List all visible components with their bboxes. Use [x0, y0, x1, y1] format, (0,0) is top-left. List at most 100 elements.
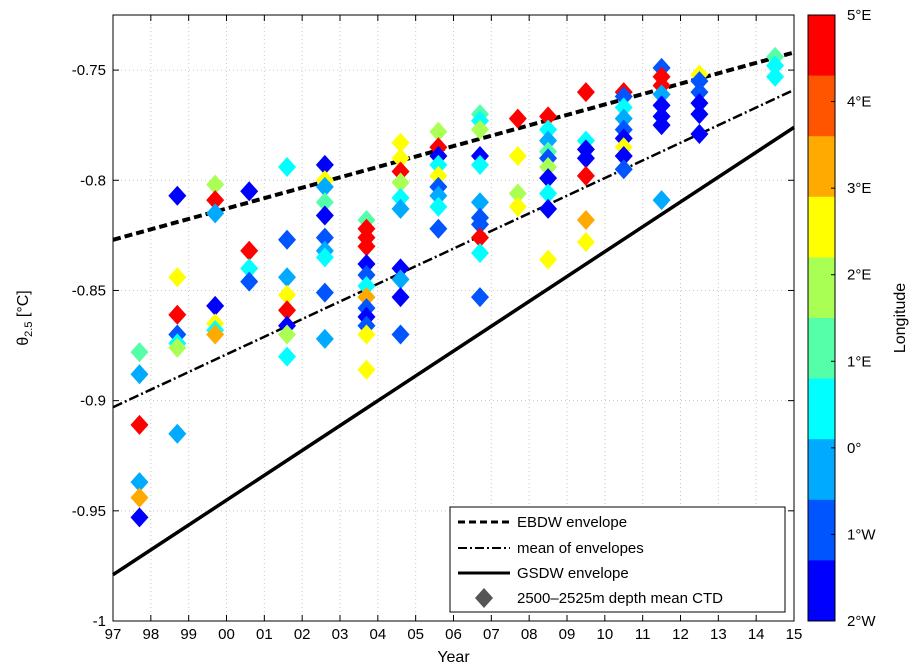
legend-ctd-label: 2500–2525m depth mean CTD	[517, 590, 723, 607]
data-point-diamond	[168, 267, 187, 288]
data-point-diamond	[470, 227, 489, 248]
y-tick-label: -0.75	[72, 62, 106, 79]
colorbar-bands	[808, 15, 835, 622]
x-axis-label: Year	[437, 649, 470, 666]
legend-box	[449, 506, 786, 613]
x-tick-label: 00	[218, 626, 235, 643]
envelope-line-solid	[112, 125, 795, 577]
colorbar-band	[808, 75, 835, 137]
data-point-diamond	[240, 240, 259, 261]
data-point-diamond	[206, 203, 225, 224]
colorbar-tick-label: 2°W	[847, 613, 876, 630]
x-tick-label: 97	[105, 626, 122, 643]
x-tick-label: 02	[294, 626, 311, 643]
data-point-diamond	[391, 198, 410, 219]
y-axis-ticks: -0.75 -0.8 -0.85 -0.9 -0.95 -1	[72, 62, 794, 630]
data-point-diamond	[130, 342, 149, 363]
data-points	[130, 46, 785, 528]
data-point-diamond	[470, 192, 489, 213]
x-tick-label: 09	[559, 626, 576, 643]
data-point-diamond	[539, 119, 558, 140]
colorbar-band	[808, 15, 835, 77]
colorbar-band	[808, 378, 835, 440]
y-axis-label-unit: [°C]	[15, 290, 32, 321]
y-tick-label: -0.95	[72, 503, 106, 520]
y-tick-label: -0.8	[80, 172, 106, 189]
data-point-diamond	[766, 55, 785, 76]
data-point-diamond	[206, 174, 225, 195]
data-point-diamond	[357, 254, 376, 275]
data-point-diamond	[539, 106, 558, 127]
colorbar-band	[808, 499, 835, 561]
colorbar-ticks: 5°E 4°E 3°E 2°E 1°E 0° 1°W 2°W	[831, 7, 876, 630]
data-point-diamond	[315, 247, 334, 268]
x-tick-label: 06	[445, 626, 462, 643]
data-point-diamond	[240, 271, 259, 292]
data-point-diamond	[315, 205, 334, 226]
data-point-diamond	[206, 295, 225, 316]
data-point-diamond	[391, 287, 410, 308]
colorbar-frame	[807, 14, 836, 622]
x-tick-label: 14	[748, 626, 765, 643]
x-tick-label: 08	[521, 626, 538, 643]
x-tick-label: 05	[407, 626, 424, 643]
colorbar-band	[808, 196, 835, 258]
data-point-diamond	[278, 157, 297, 178]
data-point-diamond	[429, 121, 448, 142]
data-point-diamond	[278, 267, 297, 288]
colorbar-band	[808, 257, 835, 319]
x-tick-label: 15	[786, 626, 803, 643]
data-point-diamond	[130, 364, 149, 385]
data-point-diamond	[576, 209, 595, 230]
data-point-diamond	[391, 132, 410, 153]
data-point-diamond	[429, 218, 448, 239]
legend: EBDW envelope mean of envelopes GSDW env…	[449, 506, 786, 613]
data-point-diamond	[278, 346, 297, 367]
data-point-diamond	[690, 82, 709, 103]
x-tick-label: 10	[596, 626, 613, 643]
data-point-diamond	[429, 165, 448, 186]
envelope-lines	[112, 50, 795, 577]
data-point-diamond	[357, 287, 376, 308]
data-point-diamond	[130, 487, 149, 508]
data-point-diamond	[576, 82, 595, 103]
data-point-diamond	[206, 324, 225, 345]
x-tick-label: 99	[180, 626, 197, 643]
y-axis-label-subscript: 2.5	[23, 322, 35, 337]
data-point-diamond	[539, 198, 558, 219]
data-point-diamond	[539, 183, 558, 204]
x-tick-label: 07	[483, 626, 500, 643]
data-point-diamond	[315, 154, 334, 175]
data-point-diamond	[168, 423, 187, 444]
envelope-line-dashdot	[112, 88, 795, 409]
colorbar-tick-label: 1°W	[847, 526, 876, 543]
data-point-diamond	[391, 148, 410, 169]
legend-mean-label: mean of envelopes	[517, 540, 644, 557]
x-tick-label: 12	[672, 626, 689, 643]
x-tick-label: 01	[256, 626, 273, 643]
data-point-diamond	[315, 328, 334, 349]
data-point-diamond	[357, 324, 376, 345]
data-point-diamond	[278, 229, 297, 250]
data-point-diamond	[508, 146, 527, 167]
data-point-diamond	[652, 95, 671, 116]
data-point-diamond	[168, 337, 187, 358]
data-point-diamond	[315, 282, 334, 303]
data-point-diamond	[576, 165, 595, 186]
colorbar-band	[808, 136, 835, 198]
data-point-diamond	[391, 172, 410, 193]
data-point-diamond	[429, 154, 448, 175]
envelope-line-dashed	[112, 50, 795, 242]
data-point-diamond	[470, 287, 489, 308]
data-point-diamond	[130, 507, 149, 528]
colorbar-tick-label: 3°E	[847, 180, 871, 197]
data-point-diamond	[130, 414, 149, 435]
y-tick-label: -0.9	[80, 393, 106, 410]
data-point-diamond	[470, 242, 489, 263]
data-point-diamond	[240, 181, 259, 202]
data-point-diamond	[315, 227, 334, 248]
colorbar-tick-label: 0°	[847, 440, 861, 457]
data-point-diamond	[652, 84, 671, 105]
data-point-diamond	[652, 190, 671, 211]
data-point-diamond	[614, 97, 633, 118]
